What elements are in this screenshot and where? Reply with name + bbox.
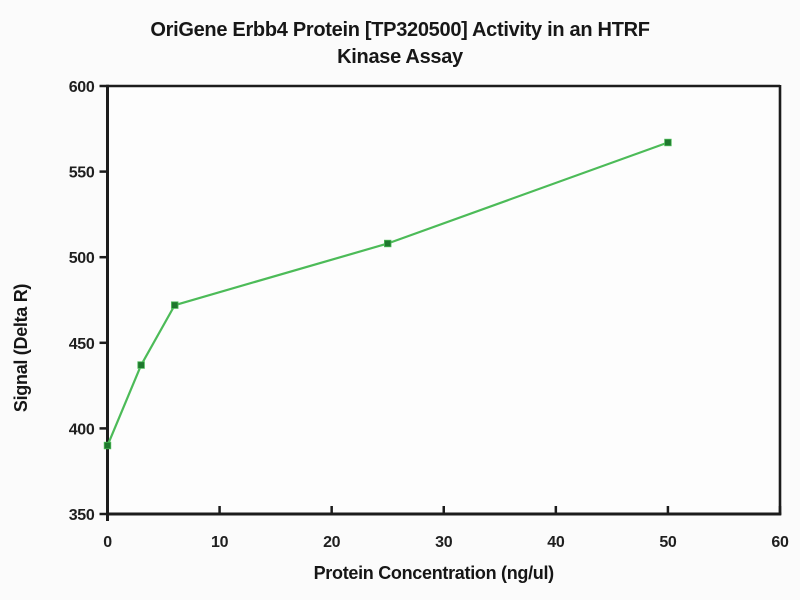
y-axis-title: Signal (Delta R): [11, 284, 31, 413]
y-tick-label: 400: [69, 421, 95, 438]
data-point-marker: [137, 361, 145, 369]
y-tick-label: 500: [69, 250, 95, 267]
y-tick-label: 600: [69, 79, 95, 96]
plot-area: [107, 86, 780, 514]
chart-title-line1: OriGene Erbb4 Protein [TP320500] Activit…: [150, 19, 650, 41]
x-tick-label: 0: [103, 534, 112, 551]
data-point-marker: [664, 138, 672, 147]
x-tick-label: 20: [323, 534, 341, 551]
x-tick-label: 30: [435, 534, 453, 551]
data-point-marker: [103, 441, 112, 450]
x-tick-label: 50: [659, 534, 677, 551]
x-tick-label: 40: [547, 534, 565, 551]
y-tick-label: 450: [69, 336, 95, 353]
chart-title-line2: Kinase Assay: [337, 46, 463, 68]
y-tick-label: 550: [69, 165, 95, 182]
x-tick-label: 60: [771, 534, 789, 551]
chart-title: OriGene Erbb4 Protein [TP320500] Activit…: [0, 17, 800, 71]
x-axis-title: Protein Concentration (ng/ul): [314, 563, 555, 583]
data-point-marker: [171, 301, 179, 309]
y-tick-label: 350: [69, 507, 95, 524]
data-point-marker: [384, 239, 392, 248]
x-tick-label: 10: [211, 534, 229, 551]
